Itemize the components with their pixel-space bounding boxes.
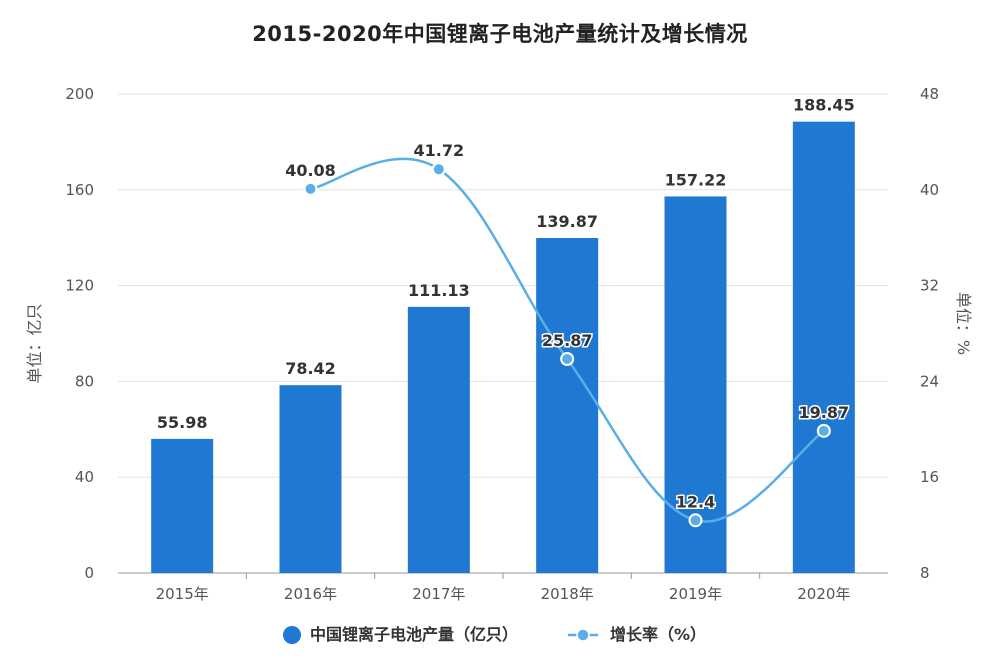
growth-rate-point <box>560 352 575 367</box>
x-tick-label: 2016年 <box>284 585 337 603</box>
y-right-tick-label: 40 <box>920 181 939 199</box>
x-tick-label: 2018年 <box>541 585 594 603</box>
y-right-axis-label: 单位：% <box>954 292 973 355</box>
growth-rate-label: 41.72 <box>414 141 465 160</box>
bar-value-label: 157.22 <box>665 170 727 189</box>
y-left-tick-label: 120 <box>65 277 94 295</box>
y-right-tick-label: 8 <box>920 564 930 582</box>
y-left-tick-label: 0 <box>84 564 94 582</box>
bar-value-label: 78.42 <box>285 359 336 378</box>
legend-line-label: 增长率（%） <box>610 625 706 644</box>
y-left-axis-label: 单位：亿只 <box>25 303 44 383</box>
growth-rate-point <box>431 162 446 177</box>
bar <box>407 306 470 573</box>
bar-value-label: 111.13 <box>408 281 470 300</box>
y-left-tick-label: 160 <box>65 181 94 199</box>
x-tick-label: 2017年 <box>412 585 465 603</box>
x-tick-label: 2020年 <box>797 585 850 603</box>
growth-rate-point <box>688 513 703 528</box>
bar-value-label: 139.87 <box>536 212 598 231</box>
growth-rate-label: 25.87 <box>542 331 593 350</box>
growth-rate-label: 19.87 <box>799 403 850 422</box>
legend-bar-marker <box>283 626 301 644</box>
y-right-tick-label: 32 <box>920 277 939 295</box>
legend-bar-label: 中国锂离子电池产量（亿只） <box>310 625 518 644</box>
y-left-tick-label: 80 <box>75 372 94 390</box>
legend-line-dot <box>576 628 590 642</box>
growth-rate-label: 12.4 <box>676 492 715 511</box>
bar <box>792 121 855 574</box>
growth-rate-label: 40.08 <box>285 161 336 180</box>
growth-rate-point <box>816 423 831 438</box>
bar <box>279 385 342 573</box>
y-left-tick-label: 40 <box>75 468 94 486</box>
growth-rate-point <box>303 181 318 196</box>
y-right-tick-label: 24 <box>920 372 939 390</box>
y-right-tick-label: 16 <box>920 468 939 486</box>
y-right-tick-label: 48 <box>920 85 939 103</box>
x-tick-label: 2015年 <box>156 585 209 603</box>
bar <box>151 438 214 573</box>
bar <box>536 238 599 573</box>
x-tick-label: 2019年 <box>669 585 722 603</box>
bar-value-label: 188.45 <box>793 96 855 115</box>
y-left-tick-label: 200 <box>65 85 94 103</box>
chart-title: 2015-2020年中国锂离子电池产量统计及增长情况 <box>252 22 748 46</box>
bar-value-label: 55.98 <box>157 413 208 432</box>
